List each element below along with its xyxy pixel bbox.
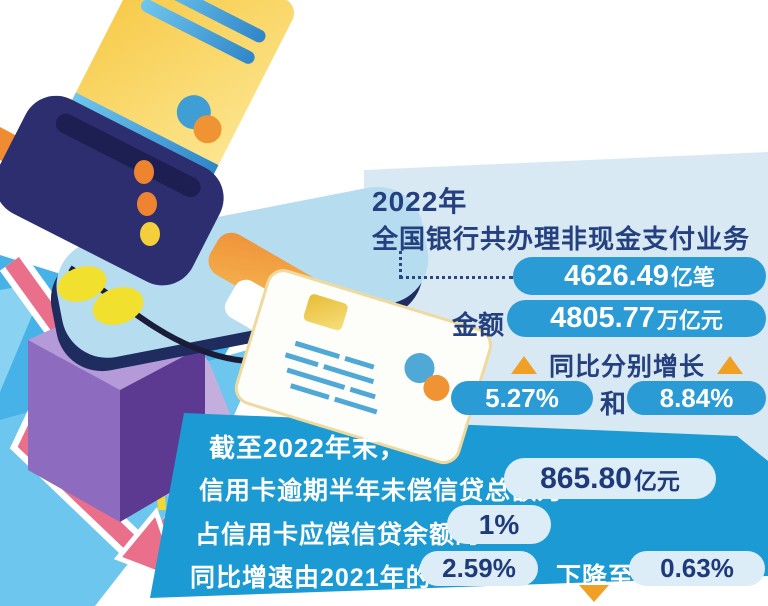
card-brand-logo-icon xyxy=(176,95,222,144)
credit-card-yellow xyxy=(46,0,295,229)
card-slot xyxy=(208,232,322,352)
cable xyxy=(68,265,310,365)
coins xyxy=(57,266,144,325)
card-reader xyxy=(0,95,224,286)
coin-slot xyxy=(58,314,154,352)
card-text-lines xyxy=(284,340,378,415)
reader-dot-icon xyxy=(140,222,160,246)
coin-entering-slot xyxy=(63,314,117,354)
card-chip-icon xyxy=(303,294,348,331)
reader-dot-icon xyxy=(134,160,154,184)
triangle-down-icon xyxy=(579,585,609,602)
reader-dot-icon xyxy=(137,192,157,216)
orange-ribbon xyxy=(0,127,17,163)
